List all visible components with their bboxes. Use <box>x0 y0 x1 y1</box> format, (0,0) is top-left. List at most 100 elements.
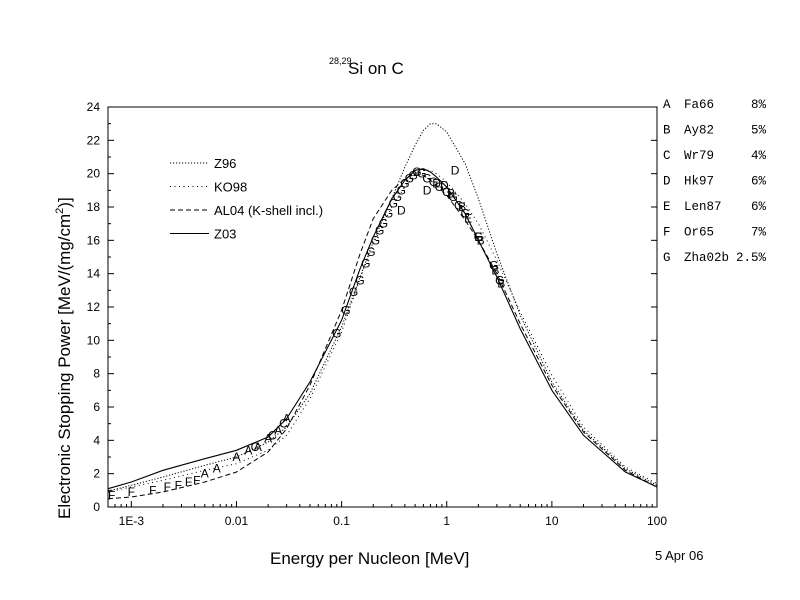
data-point-G: G <box>375 223 384 237</box>
reference-uncertainty: 8% <box>751 98 767 112</box>
y-axis-title-main: Electronic Stopping Power [MeV/(mg/cm <box>55 214 74 519</box>
data-point-G: G <box>412 165 421 179</box>
series-line-2 <box>107 173 658 500</box>
y-tick-label: 18 <box>87 200 101 214</box>
reference-uncertainty: 5% <box>751 124 767 138</box>
data-point-E: E <box>474 230 482 244</box>
y-tick-label: 12 <box>87 300 101 314</box>
data-point-G: G <box>435 180 444 194</box>
data-point-G: G <box>341 303 350 317</box>
reference-name: Len87 <box>684 200 722 214</box>
data-point-G: G <box>405 172 414 186</box>
x-tick-label: 10 <box>545 514 559 528</box>
legend-label: AL04 (K-shell incl.) <box>214 203 323 218</box>
data-point-B: B <box>458 200 466 214</box>
data-point-G: G <box>400 177 409 191</box>
data-point-F: F <box>108 488 115 502</box>
x-axis: 1E-3 0.01 0.1 1 10 100 <box>107 501 667 528</box>
data-point-B: B <box>497 277 505 291</box>
data-point-F: F <box>149 483 156 497</box>
y-tick-label: 0 <box>93 500 100 514</box>
data-point-G: G <box>366 245 375 259</box>
data-point-C: C <box>279 417 288 431</box>
chart-title-superscript: 28,29 <box>329 56 352 66</box>
y-axis-title: Electronic Stopping Power [MeV/(mg/cm2)] <box>54 197 74 519</box>
data-point-C: C <box>251 440 260 454</box>
y-tick-label: 8 <box>93 367 100 381</box>
reference-letter: F <box>663 226 671 240</box>
data-point-A: A <box>254 440 262 454</box>
data-point-G: G <box>461 207 470 221</box>
reference-letter: D <box>663 175 671 189</box>
data-point-G: G <box>417 167 426 181</box>
y-axis-title-superscript: 2 <box>54 208 66 214</box>
data-point-F: F <box>193 473 200 487</box>
y-tick-label: 14 <box>87 267 101 281</box>
data-point-D: D <box>423 183 432 197</box>
data-point-B: B <box>447 187 455 201</box>
reference-letter: A <box>663 98 671 112</box>
data-point-A: A <box>264 432 272 446</box>
data-point-G: G <box>442 185 451 199</box>
x-tick-label: 0.1 <box>333 514 350 528</box>
reference-letter: B <box>663 124 671 138</box>
data-point-G: G <box>397 183 406 197</box>
y-tick-label: 16 <box>87 233 101 247</box>
x-tick-label: 0.01 <box>225 514 249 528</box>
data-point-A: A <box>213 462 221 476</box>
data-point-G: G <box>429 175 438 189</box>
y-tick-label: 10 <box>87 333 101 347</box>
data-point-D: D <box>432 177 441 191</box>
reference-uncertainty: 2.5% <box>736 251 767 265</box>
y-tick-label: 22 <box>87 133 101 147</box>
data-point-G: G <box>448 190 457 204</box>
data-point-G: G <box>384 207 393 221</box>
reference-name: Ay82 <box>684 124 714 138</box>
data-point-G: G <box>361 257 370 271</box>
reference-uncertainty: 6% <box>751 200 767 214</box>
legend-label: Z96 <box>214 156 236 171</box>
reference-letter: G <box>663 251 671 265</box>
reference-name: Zha02b <box>684 251 729 265</box>
date-stamp: 5 Apr 06 <box>655 548 703 563</box>
x-tick-label: 100 <box>647 514 667 528</box>
series-layer <box>107 123 658 500</box>
reference-letter: C <box>663 149 671 163</box>
plot-frame <box>107 106 658 508</box>
reference-list: A Fa66 8% B Ay82 5% C Wr79 4% D Hk97 6% E Len87 6% F Or6… <box>663 98 766 265</box>
data-point-G: G <box>495 273 504 287</box>
data-point-G: G <box>379 217 388 231</box>
data-point-F: F <box>128 485 135 499</box>
data-point-A: A <box>283 412 291 426</box>
data-point-A: A <box>232 450 240 464</box>
reference-uncertainty: 4% <box>751 149 767 163</box>
data-point-F: F <box>164 480 171 494</box>
data-point-D: D <box>397 203 406 217</box>
series-line-3 <box>107 168 658 490</box>
data-point-G: G <box>393 190 402 204</box>
data-point-F: F <box>175 478 182 492</box>
reference-uncertainty: 6% <box>751 175 767 189</box>
data-point-A: A <box>244 443 252 457</box>
data-point-D: D <box>440 178 449 192</box>
data-point-G: G <box>474 230 483 244</box>
reference-letter: E <box>663 200 671 214</box>
reference-name: Fa66 <box>684 98 714 112</box>
reference-name: Hk97 <box>684 175 714 189</box>
data-point-F: F <box>185 475 192 489</box>
data-markers: F F F F F F F A AA A AAAACCCGGGGGGGGGGGGGGGGGGGGGG… <box>108 163 505 502</box>
y-tick-label: 4 <box>93 433 100 447</box>
series-line-0 <box>107 123 658 492</box>
legend-label: KO98 <box>214 180 247 195</box>
data-point-D: D <box>451 163 460 177</box>
data-point-G: G <box>422 172 431 186</box>
legend: Z96 KO98 AL04 (K-shell incl.) Z03 <box>170 156 323 242</box>
chart-title: Si on C <box>348 59 404 78</box>
x-tick-label: 1 <box>443 514 450 528</box>
y-tick-label: 20 <box>87 167 101 181</box>
data-point-G: G <box>454 198 463 212</box>
reference-uncertainty: 7% <box>751 226 767 240</box>
data-point-A: A <box>274 423 282 437</box>
